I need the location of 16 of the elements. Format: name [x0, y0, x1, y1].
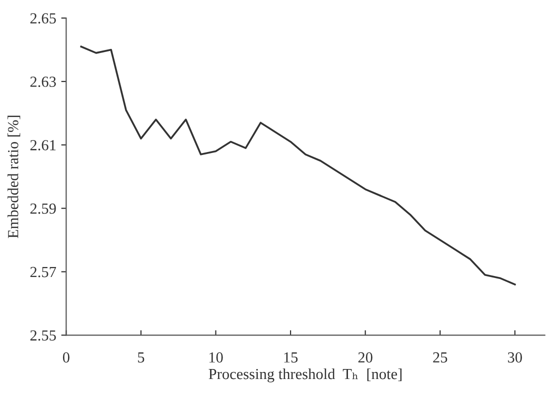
y-tick-label: 2.59 — [30, 204, 56, 214]
x-tick-label: 25 — [433, 352, 448, 363]
y-tick-label: 2.63 — [30, 76, 56, 87]
x-tick-label: 0 — [62, 352, 70, 363]
x-tick-label: 10 — [209, 352, 223, 363]
x-axis-title: Processing threshold Tₕ [note] — [208, 368, 402, 382]
y-axis-title: Embedded ratio [%] — [8, 116, 20, 238]
x-tick-label: 5 — [138, 352, 144, 363]
y-tick-label: 2.65 — [30, 13, 56, 24]
x-tick-label: 30 — [508, 352, 522, 363]
y-tick-label: 2.61 — [30, 140, 56, 150]
y-tick-label: 2.55 — [30, 330, 56, 341]
x-tick-label: 20 — [358, 352, 372, 363]
line-series — [80, 46, 516, 286]
y-tick-label: 2.57 — [30, 266, 56, 278]
x-tick-label: 15 — [284, 352, 298, 363]
